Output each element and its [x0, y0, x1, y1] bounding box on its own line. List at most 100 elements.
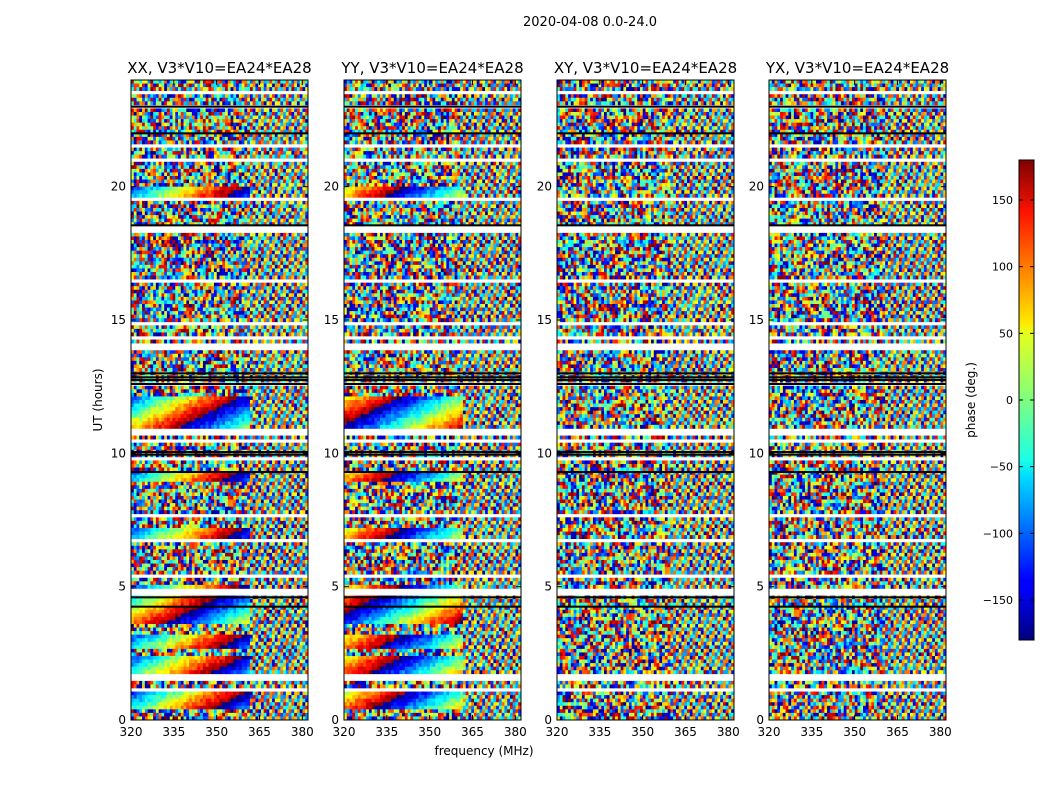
panel-1-black-row-11	[344, 471, 521, 473]
panel-2-ytick-label-3: 15	[537, 313, 552, 327]
colorbar-tick-label-5: −100	[983, 527, 1013, 540]
panel-0-black-row-6	[131, 372, 308, 375]
panel-3-black-row-10	[769, 596, 946, 599]
panel-3-black-row-11	[769, 471, 946, 473]
panel-3-title: YX, V3*V10=EA24*EA28	[765, 59, 949, 77]
panel-1-black-row-9	[344, 105, 521, 108]
panel-0-xtick-label-2: 350	[205, 725, 228, 739]
panel-0-black-row-10	[131, 596, 308, 599]
panel-1-xtick-label-0: 320	[333, 725, 356, 739]
panel-1-black-row-1	[344, 453, 521, 456]
panel-0-black-row-4	[131, 379, 308, 381]
panel-2-xtick-label-4: 380	[717, 725, 740, 739]
panel-0-black-row-9	[131, 105, 308, 108]
panel-0: XX, V3*V10=EA24*EA28 320 335 350 365 380 0 5 10 1…	[111, 59, 314, 739]
panel-0-title: XX, V3*V10=EA24*EA28	[127, 59, 311, 77]
x-axis-label: frequency (MHz)	[434, 744, 533, 758]
panel-2-frame	[556, 79, 735, 721]
panel-0-black-row-2	[131, 451, 308, 453]
panel-1-title: YY, V3*V10=EA24*EA28	[340, 59, 523, 77]
panel-3-frame	[768, 79, 947, 721]
panel-3-black-row-0	[769, 605, 946, 608]
panel-0-xtick-label-4: 380	[291, 725, 314, 739]
colorbar-tick-label-2: 50	[999, 327, 1013, 340]
panel-0-xtick-label-1: 335	[162, 725, 185, 739]
panel-1-ytick-label-2: 10	[324, 446, 339, 460]
panel-3-black-row-9	[769, 105, 946, 108]
panel-1-xtick-label-2: 350	[418, 725, 441, 739]
panel-3-xtick-label-3: 365	[886, 725, 909, 739]
panel-3-phase-image	[769, 80, 947, 721]
panel-1-xtick-label-4: 380	[504, 725, 527, 739]
panel-3-black-row-1	[769, 453, 946, 456]
panel-1-black-row-8	[344, 132, 521, 135]
y-axis-label: UT (hours)	[91, 368, 105, 431]
panel-1-black-row-0	[344, 605, 521, 608]
panel-0-xtick-label-0: 320	[120, 725, 143, 739]
panel-3-black-row-7	[769, 224, 946, 227]
panel-1-xtick-label-1: 335	[375, 725, 398, 739]
panel-0-ytick-label-3: 15	[111, 313, 126, 327]
panel-3-xtick-label-1: 335	[800, 725, 823, 739]
panel-2-black-row-2	[557, 451, 734, 453]
panel-1: YY, V3*V10=EA24*EA28 320 335 350 365 380 0 5 10 1…	[324, 59, 527, 739]
colorbar-tick-label-3: 0	[1006, 394, 1013, 407]
panel-3-black-row-8	[769, 132, 946, 135]
panel-3-black-row-5	[769, 376, 946, 379]
panel-0-black-row-5	[131, 376, 308, 379]
panel-2-ytick-label-2: 10	[537, 446, 552, 460]
panel-0-black-row-0	[131, 605, 308, 608]
panel-1-black-row-5	[344, 376, 521, 379]
panel-2-ytick-label-0: 0	[544, 713, 552, 727]
panel-3-xtick-label-4: 380	[929, 725, 952, 739]
panel-2-xtick-label-0: 320	[546, 725, 569, 739]
panel-3-xtick-label-2: 350	[843, 725, 866, 739]
panel-1-black-row-2	[344, 451, 521, 453]
panel-1-ytick-label-3: 15	[324, 313, 339, 327]
panel-1-ytick-label-0: 0	[331, 713, 339, 727]
panel-3-black-row-2	[769, 451, 946, 453]
panel-2-black-row-1	[557, 453, 734, 456]
colorbar-tick-label-1: 100	[992, 261, 1013, 274]
panel-2-black-row-11	[557, 471, 734, 473]
panel-0-ytick-label-2: 10	[111, 446, 126, 460]
panel-2-phase-image	[557, 80, 735, 721]
panel-3-black-row-4	[769, 379, 946, 381]
panel-2-black-row-3	[557, 383, 734, 385]
panel-0-xtick-label-3: 365	[248, 725, 271, 739]
panel-2-black-row-10	[557, 596, 734, 599]
panel-3-black-row-3	[769, 383, 946, 385]
panel-0-frame	[130, 79, 309, 721]
panel-1-xtick-label-3: 365	[461, 725, 484, 739]
panel-0-black-row-1	[131, 453, 308, 456]
panel-2-ytick-label-1: 5	[544, 580, 552, 594]
colorbar-tick-label-0: 150	[992, 194, 1013, 207]
panel-0-black-row-3	[131, 383, 308, 385]
panel-1-black-row-10	[344, 596, 521, 599]
panel-2-black-row-5	[557, 376, 734, 379]
panel-3-xtick-label-0: 320	[758, 725, 781, 739]
panel-2-xtick-label-1: 335	[588, 725, 611, 739]
panel-2-black-row-0	[557, 605, 734, 608]
panel-3-ytick-label-3: 15	[749, 313, 764, 327]
panel-0-ytick-label-1: 5	[118, 580, 126, 594]
panel-3: YX, V3*V10=EA24*EA28 320 335 350 365 380 0 5 10 1…	[749, 59, 952, 739]
colorbar-tick-label-6: −150	[983, 594, 1013, 607]
panel-2-black-row-4	[557, 379, 734, 381]
panel-2-black-row-9	[557, 105, 734, 108]
panel-2-ytick-label-4: 20	[537, 180, 552, 194]
panel-1-black-row-4	[344, 379, 521, 381]
panel-3-ytick-label-2: 10	[749, 446, 764, 460]
panel-3-ytick-label-1: 5	[756, 580, 764, 594]
colorbar-ticks: 150 100 50 0 −50 −100 −150	[983, 194, 1034, 607]
panel-3-ytick-label-4: 20	[749, 180, 764, 194]
panel-1-black-row-3	[344, 383, 521, 385]
panel-2-black-row-7	[557, 224, 734, 227]
panel-0-ytick-label-0: 0	[118, 713, 126, 727]
panel-2-title: XY, V3*V10=EA24*EA28	[554, 59, 737, 77]
panel-1-phase-image	[344, 80, 522, 721]
panel-1-ytick-label-1: 5	[331, 580, 339, 594]
panel-0-black-row-11	[131, 471, 308, 473]
colorbar: 150 100 50 0 −50 −100 −150 phase (deg.)	[964, 159, 1035, 641]
